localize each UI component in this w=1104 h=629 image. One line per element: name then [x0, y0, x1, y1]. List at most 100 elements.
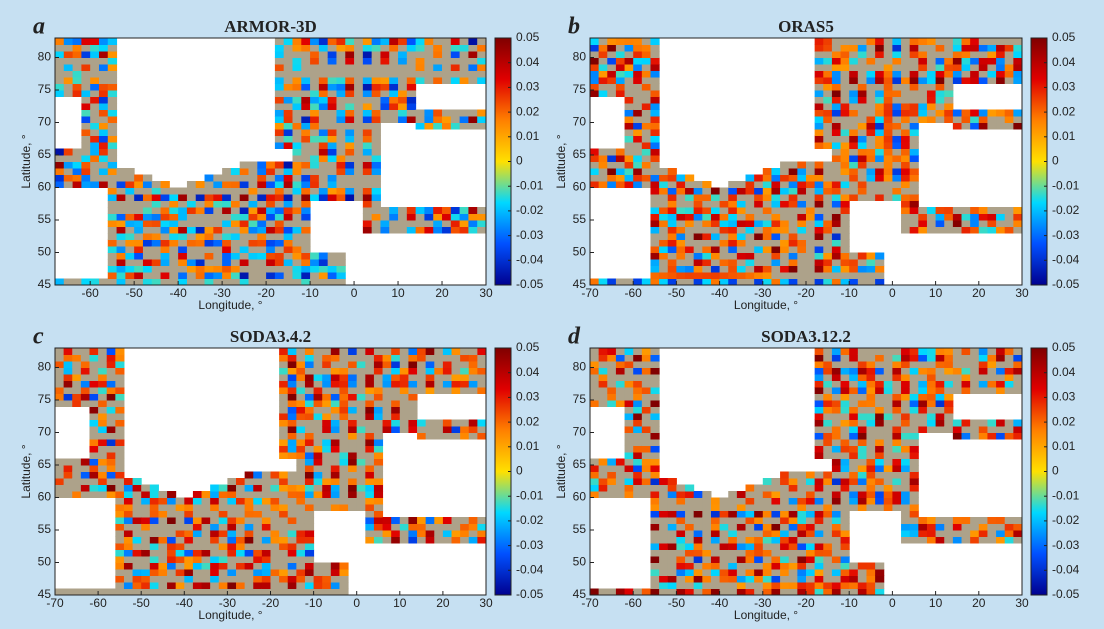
- field-cell: [676, 569, 685, 576]
- field-cell: [178, 214, 187, 221]
- field-cell: [141, 543, 150, 550]
- field-cell: [918, 374, 927, 381]
- field-cell: [271, 543, 280, 550]
- field-cell: [659, 246, 668, 253]
- field-cell: [310, 272, 319, 279]
- field-cell: [875, 279, 884, 286]
- field-cell: [866, 413, 875, 420]
- field-cell: [98, 400, 107, 407]
- field-cell: [884, 478, 893, 485]
- field-cell: [910, 478, 919, 485]
- field-cell: [694, 259, 703, 266]
- field-cell: [288, 517, 297, 524]
- field-cell: [288, 420, 297, 427]
- field-cell: [426, 355, 435, 362]
- field-cell: [305, 407, 314, 414]
- field-cell: [650, 181, 659, 188]
- field-cell: [866, 485, 875, 492]
- x-tick-label: -10: [841, 286, 859, 300]
- field-cell: [245, 504, 254, 511]
- x-tick-label: -60: [89, 596, 107, 610]
- x-tick-label: 20: [435, 286, 449, 300]
- field-cell: [875, 576, 884, 583]
- field-cell: [936, 387, 945, 394]
- field-cell: [659, 530, 668, 537]
- field-cell: [901, 227, 910, 234]
- field-cell: [81, 472, 90, 479]
- field-cell: [336, 142, 345, 149]
- field-cell: [434, 355, 443, 362]
- field-cell: [996, 524, 1005, 531]
- field-cell: [979, 426, 988, 433]
- field-cell: [391, 361, 400, 368]
- field-cell: [469, 368, 478, 375]
- field-cell: [296, 517, 305, 524]
- field-cell: [477, 207, 486, 214]
- field-cell: [55, 400, 64, 407]
- field-cell: [301, 181, 310, 188]
- field-cell: [271, 582, 280, 589]
- field-cell: [763, 524, 772, 531]
- field-cell: [754, 517, 763, 524]
- field-cell: [1013, 368, 1022, 375]
- field-cell: [328, 103, 337, 110]
- field-cell: [659, 201, 668, 208]
- field-cell: [249, 162, 258, 169]
- field-cell: [389, 227, 398, 234]
- field-cell: [806, 589, 815, 596]
- field-cell: [815, 129, 824, 136]
- field-cell: [884, 355, 893, 362]
- field-cell: [702, 569, 711, 576]
- field-cell: [728, 240, 737, 247]
- field-cell: [90, 168, 99, 175]
- field-cell: [650, 142, 659, 149]
- field-cell: [374, 491, 383, 498]
- field-cell: [90, 175, 99, 182]
- field-cell: [345, 38, 354, 45]
- field-cell: [659, 582, 668, 589]
- field-cell: [771, 272, 780, 279]
- field-cell: [642, 426, 651, 433]
- field-cell: [301, 71, 310, 78]
- field-cell: [150, 569, 159, 576]
- field-cell: [339, 446, 348, 453]
- field-cell: [866, 51, 875, 58]
- field-cell: [910, 129, 919, 136]
- field-cell: [133, 498, 142, 505]
- field-cell: [616, 361, 625, 368]
- field-cell: [815, 188, 824, 195]
- field-cell: [918, 90, 927, 97]
- field-cell: [331, 582, 340, 589]
- field-cell: [987, 420, 996, 427]
- field-cell: [310, 123, 319, 130]
- field-cell: [918, 368, 927, 375]
- field-cell: [599, 90, 608, 97]
- field-cell: [391, 530, 400, 537]
- field-cell: [987, 214, 996, 221]
- field-cell: [910, 103, 919, 110]
- field-cell: [73, 149, 82, 156]
- field-cell: [849, 407, 858, 414]
- field-cell: [477, 38, 486, 45]
- field-cell: [702, 220, 711, 227]
- field-cell: [284, 123, 293, 130]
- field-cell: [331, 446, 340, 453]
- field-cell: [746, 524, 755, 531]
- field-cell: [152, 279, 161, 286]
- field-cell: [711, 524, 720, 531]
- field-cell: [271, 576, 280, 583]
- field-cell: [279, 368, 288, 375]
- field-cell: [668, 214, 677, 221]
- field-cell: [372, 168, 381, 175]
- field-cell: [849, 589, 858, 596]
- field-cell: [279, 491, 288, 498]
- field-cell: [284, 194, 293, 201]
- field-cell: [236, 582, 245, 589]
- field-cell: [354, 45, 363, 52]
- field-cell: [161, 181, 170, 188]
- field-cell: [858, 181, 867, 188]
- field-cell: [659, 188, 668, 195]
- field-cell: [815, 576, 824, 583]
- field-cell: [849, 348, 858, 355]
- field-cell: [249, 201, 258, 208]
